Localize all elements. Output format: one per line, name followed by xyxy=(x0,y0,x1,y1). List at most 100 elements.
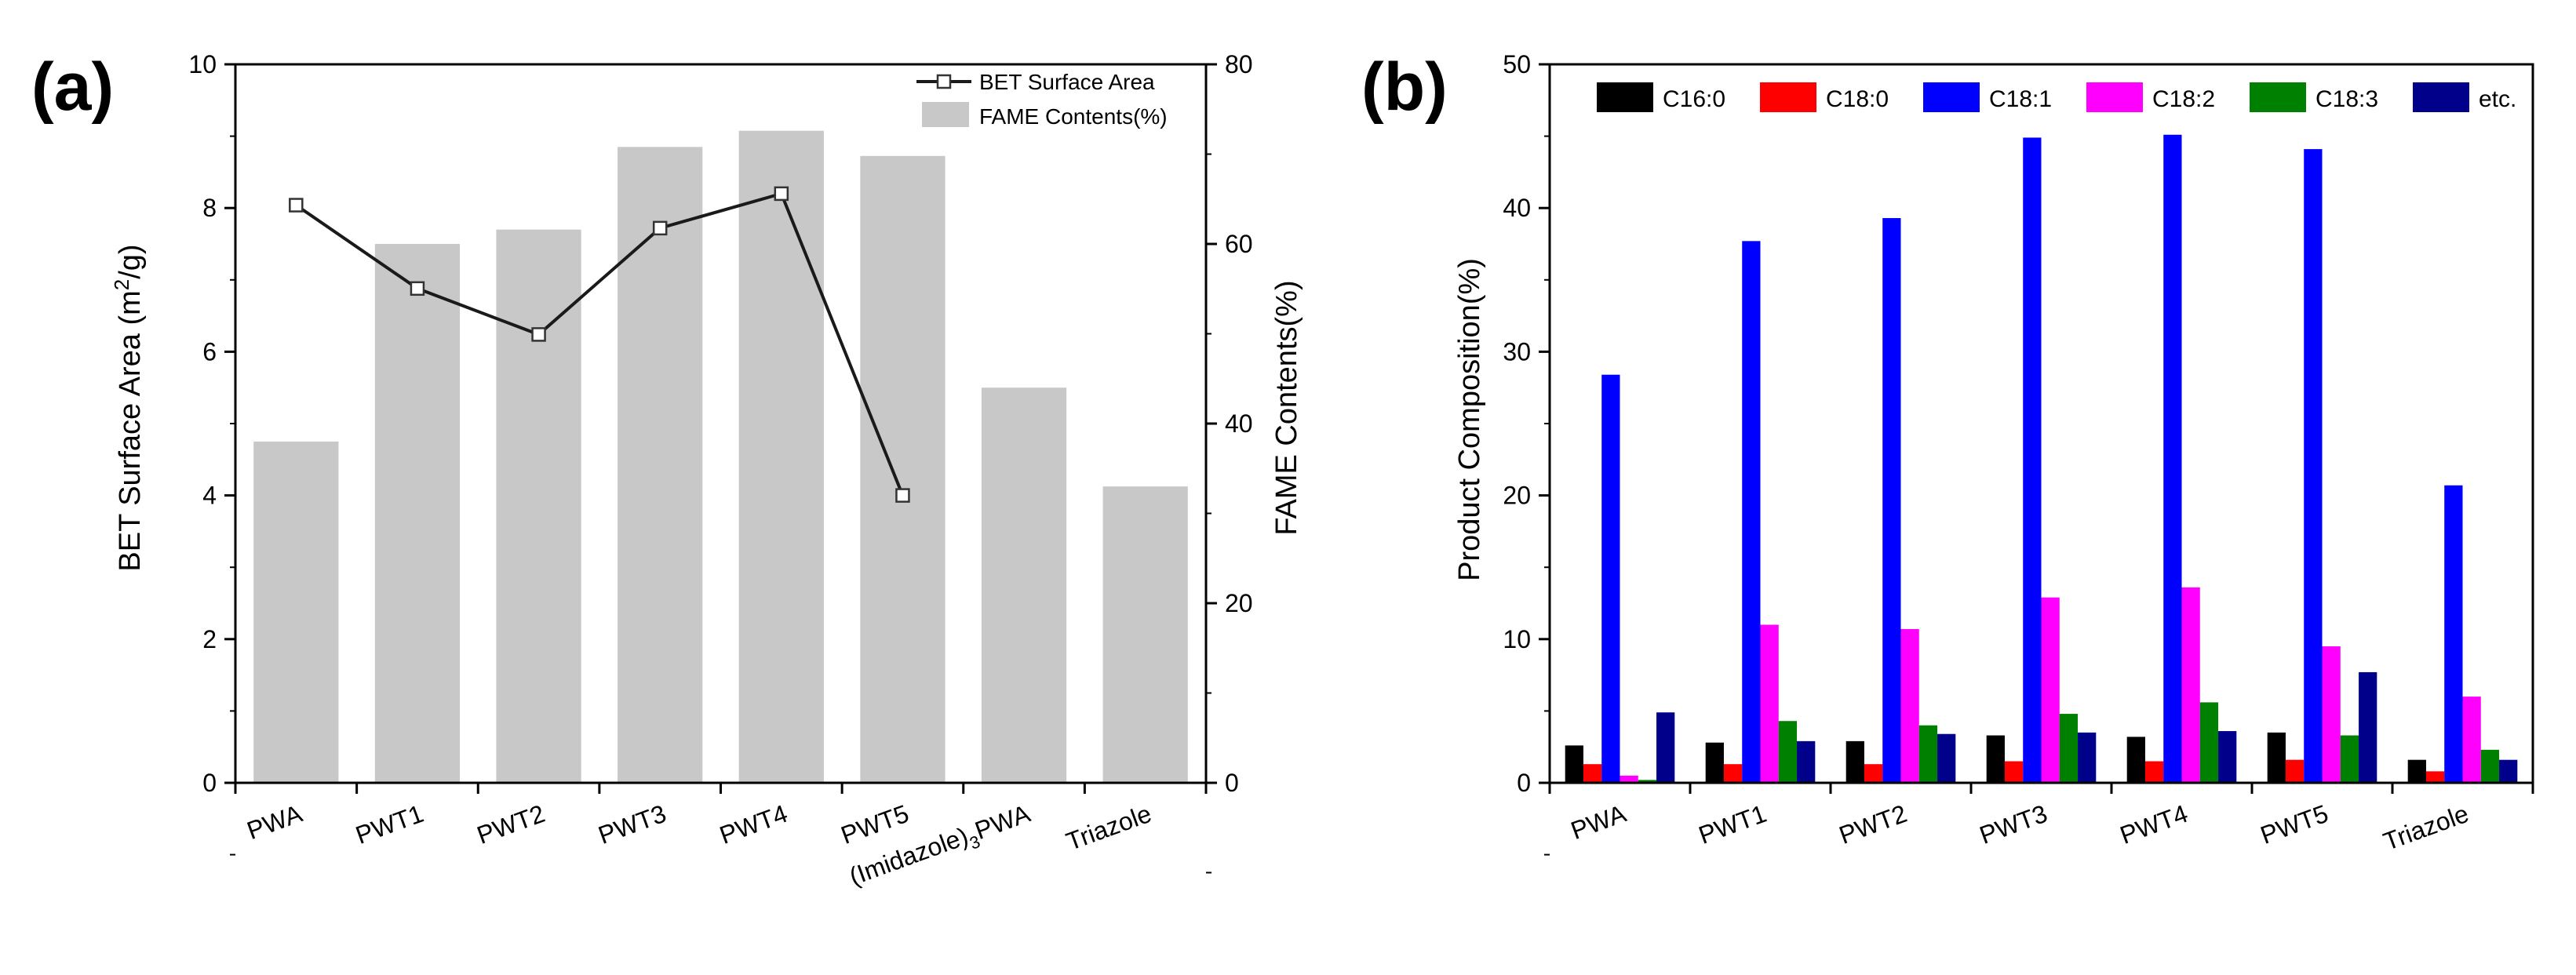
bet-marker xyxy=(774,186,789,202)
bet-line xyxy=(295,191,905,497)
fame-bar xyxy=(496,229,581,783)
composition-bar xyxy=(2285,759,2305,783)
y-tick-label-left: 10 xyxy=(188,50,217,78)
y-tick-label: 20 xyxy=(1503,482,1531,510)
composition-bar xyxy=(2499,759,2518,783)
y-tick-label: 50 xyxy=(1503,50,1531,78)
legend-marker-swatch xyxy=(936,74,952,89)
y-tick-label-right: 20 xyxy=(1225,589,1253,617)
y-tick-label-left: 6 xyxy=(202,337,217,366)
panel-a-label: (a) xyxy=(31,49,114,125)
panel-a-bars xyxy=(253,130,1188,784)
panel-b-category-labels: PWA PWT1 PWT2 PWT3 PWT4 PWT5 Triazole xyxy=(1567,799,2472,857)
legend-bar-swatch xyxy=(922,102,969,127)
bet-marker xyxy=(895,488,910,503)
composition-bar xyxy=(1583,764,1602,783)
category-label: PWT4 xyxy=(716,799,791,849)
composition-bar xyxy=(1601,374,1620,783)
panel-a: (a) 0 2 4 6 8 10 0 20 40 60 80 PWA PWT1 PWT2 PWT3 PWT4… xyxy=(31,49,1303,891)
category-label: PWA xyxy=(1567,799,1630,846)
category-label: PWT5 xyxy=(2257,799,2332,849)
composition-bar xyxy=(2444,485,2463,783)
legend-swatch xyxy=(2250,82,2306,112)
legend-label: etc. xyxy=(2479,86,2516,112)
category-label: PWT2 xyxy=(473,799,548,849)
composition-bar xyxy=(2267,732,2286,783)
fame-bar xyxy=(253,441,339,783)
composition-bar xyxy=(1864,764,1883,783)
y-tick-label-left: 2 xyxy=(202,625,217,653)
composition-bar xyxy=(2199,702,2219,783)
y-tick-label-right: 40 xyxy=(1225,409,1253,438)
fame-bar xyxy=(374,244,461,783)
composition-bar xyxy=(1638,780,1657,783)
composition-bar xyxy=(1760,624,1779,783)
composition-bar xyxy=(1986,735,2005,783)
composition-bar xyxy=(2144,761,2164,783)
bet-marker xyxy=(652,220,668,236)
legend-label-bet: BET Surface Area xyxy=(979,70,1155,94)
composition-bar xyxy=(1742,241,1761,783)
category-label: PWT1 xyxy=(352,799,427,849)
panel-a-category-labels: PWA PWT1 PWT2 PWT3 PWT4 PWT5(Imidazole)3PWA Tr… xyxy=(243,799,1155,891)
bet-marker xyxy=(410,281,425,297)
composition-bar xyxy=(1845,740,1864,783)
composition-bar xyxy=(1797,740,1816,783)
composition-bar xyxy=(2462,697,2481,783)
panel-b-label: (b) xyxy=(1361,49,1448,125)
composition-bar xyxy=(2126,737,2145,783)
composition-bar xyxy=(1937,733,1956,783)
composition-bar xyxy=(2078,732,2097,783)
composition-bar xyxy=(2023,137,2042,783)
y-tick-label-left: 8 xyxy=(202,194,217,222)
panel-a-bet-line xyxy=(289,186,910,503)
legend-label: C16:0 xyxy=(1663,86,1725,112)
composition-bar xyxy=(2163,134,2182,783)
category-label: PWT3 xyxy=(1976,799,2051,849)
legend-swatch xyxy=(1760,82,1816,112)
y-tick-label-left: 4 xyxy=(202,482,217,510)
y-tick-label: 0 xyxy=(1517,769,1531,797)
panel-b-ticks: 0 10 20 30 40 50 xyxy=(1503,50,2534,856)
composition-bar xyxy=(2322,646,2341,783)
composition-bar xyxy=(1918,725,1938,783)
fame-bar xyxy=(618,147,703,784)
composition-bar xyxy=(1620,775,1638,783)
bet-marker xyxy=(289,198,304,213)
legend-label: C18:1 xyxy=(1989,86,2052,112)
composition-bar xyxy=(1778,721,1798,783)
legend-label: C18:0 xyxy=(1826,86,1889,112)
y-tick-label: 30 xyxy=(1503,337,1531,366)
category-label: PWT1 xyxy=(1695,799,1770,849)
legend-label: C18:3 xyxy=(2315,86,2378,112)
composition-bar xyxy=(2480,749,2500,783)
composition-bar xyxy=(2407,759,2426,783)
y-tick-label: 40 xyxy=(1503,194,1531,222)
y-tick-label-right: 80 xyxy=(1225,50,1253,78)
category-label: Triazole xyxy=(2380,799,2472,856)
category-label: PWA xyxy=(243,799,306,846)
composition-bar xyxy=(2181,587,2200,783)
y-tick-label-left: 0 xyxy=(202,769,217,797)
composition-bar xyxy=(2218,731,2237,783)
panel-a-left-axis-title: BET Surface Area (m2/g) xyxy=(110,244,147,571)
composition-bar xyxy=(1900,628,1919,783)
composition-bar xyxy=(1656,712,1675,783)
category-label: PWT4 xyxy=(2116,799,2192,849)
legend-swatch xyxy=(1923,82,1980,112)
fame-bar xyxy=(738,130,824,784)
composition-bar xyxy=(2359,671,2377,783)
legend-swatch xyxy=(2413,82,2469,112)
panel-b-bars xyxy=(1565,134,2518,783)
panel-b-legend: C16:0 C18:0 C18:1 C18:2 C18:3 etc. xyxy=(1597,82,2516,112)
y-tick-label-right: 60 xyxy=(1225,230,1253,258)
category-label: Triazole xyxy=(1062,799,1155,856)
category-label: PWT2 xyxy=(1835,799,1911,849)
panel-b-axis-title: Product Composition(%) xyxy=(1453,258,1486,581)
composition-bar xyxy=(1882,218,1901,783)
panel-a-ticks: 0 2 4 6 8 10 0 20 40 60 80 xyxy=(188,50,1253,874)
legend-label: C18:2 xyxy=(2152,86,2215,112)
y-tick-label-right: 0 xyxy=(1225,769,1239,797)
panel-b: (b) 0 10 20 30 40 50 PWA PWT1 PWT2 PWT3 PWT4 PWT5 T… xyxy=(1361,49,2534,857)
